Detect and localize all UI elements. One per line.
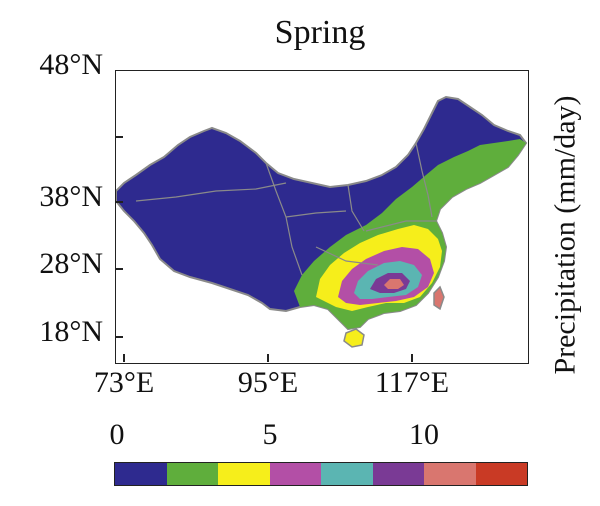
map-panel [115,70,529,364]
colorbar-swatch-2 [218,463,270,485]
colorbar-swatch-4 [321,463,373,485]
lon-tick-73e: 73°E [93,366,155,399]
colorbar-label-container: Precipitation (mm/day) [540,70,592,400]
lat-tick-48n: 48°N [39,48,103,81]
colorbar-swatch-6 [424,463,476,485]
taiwan-island [433,285,445,311]
lat-tick-28n: 28°N [39,247,103,280]
lat-tick-18n: 18°N [39,315,103,348]
lon-tick-117e: 117°E [374,366,450,399]
colorbar-swatch-7 [475,463,527,485]
lat-tick-mark [115,136,123,138]
colorbar-tick-0: 0 [109,418,125,451]
lon-tick-mark [411,354,413,362]
colorbar [114,462,528,486]
lat-tick-mark [115,336,123,338]
hainan-island [343,328,365,348]
lat-tick-38n: 38°N [39,180,103,213]
lat-tick-mark [115,268,123,270]
lat-tick-mark [115,201,123,203]
colorbar-swatch-0 [115,463,167,485]
precipitation-map [116,95,528,348]
province-borders [135,142,436,276]
map-title: Spring [274,14,366,51]
colorbar-swatch-3 [269,463,321,485]
colorbar-swatch-5 [372,463,424,485]
colorbar-label: Precipitation (mm/day) [549,95,583,375]
colorbar-tick-5: 5 [262,418,278,451]
colorbar-tick-10: 10 [409,418,439,451]
lon-tick-95e: 95°E [237,366,299,399]
lon-tick-mark [267,354,269,362]
lon-tick-mark [123,354,125,362]
pink-zone [384,279,404,289]
colorbar-swatch-1 [166,463,218,485]
